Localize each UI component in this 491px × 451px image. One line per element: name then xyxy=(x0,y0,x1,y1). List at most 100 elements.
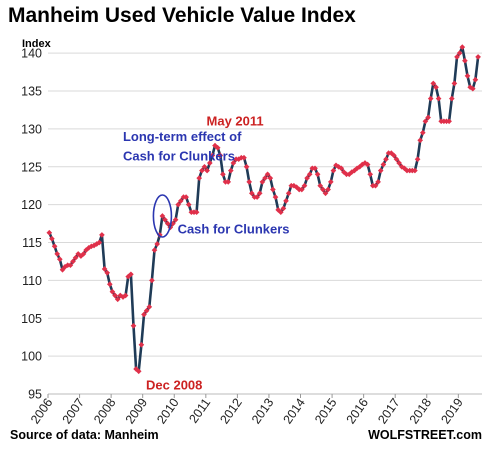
data-point xyxy=(435,95,442,102)
data-point xyxy=(301,182,308,189)
data-point xyxy=(138,341,145,348)
data-point xyxy=(254,194,260,200)
data-point xyxy=(462,57,468,64)
y-tick-label: 140 xyxy=(21,47,42,61)
data-point xyxy=(364,161,371,168)
data-point xyxy=(330,167,337,174)
data-point xyxy=(419,129,426,136)
data-point xyxy=(306,171,313,178)
data-point xyxy=(283,198,289,204)
x-tick-label: 2016 xyxy=(344,396,371,427)
data-point xyxy=(298,186,305,193)
data-point xyxy=(172,216,179,223)
data-point xyxy=(372,182,379,189)
data-point xyxy=(262,175,268,181)
data-point xyxy=(220,171,226,178)
data-point xyxy=(149,277,155,284)
data-point xyxy=(162,216,168,223)
data-point xyxy=(183,194,189,200)
data-point xyxy=(412,167,418,174)
data-point xyxy=(101,266,108,272)
data-point xyxy=(280,205,287,212)
data-point xyxy=(80,251,87,257)
data-point xyxy=(246,179,253,185)
data-point xyxy=(469,85,476,92)
data-point xyxy=(414,156,421,163)
data-point xyxy=(106,281,113,288)
data-point xyxy=(199,167,205,174)
data-point xyxy=(225,179,232,185)
source-note: Source of data: Manheim xyxy=(10,428,159,442)
data-point xyxy=(201,163,208,170)
data-point xyxy=(164,220,171,227)
y-tick-label: 130 xyxy=(21,122,42,136)
data-point xyxy=(214,144,221,151)
y-tick-label: 115 xyxy=(22,236,42,250)
data-point xyxy=(135,368,142,375)
data-point xyxy=(320,186,326,193)
data-point xyxy=(422,118,429,125)
data-point xyxy=(317,182,324,189)
data-point xyxy=(177,198,184,204)
y-axis-label: Index xyxy=(22,38,52,50)
data-point xyxy=(154,241,161,247)
data-point xyxy=(396,160,402,166)
data-point xyxy=(383,156,389,163)
x-tick-label: 2019 xyxy=(438,396,465,427)
data-point xyxy=(67,262,74,269)
x-tick-label: 2009 xyxy=(123,396,150,427)
x-tick-label: 2013 xyxy=(249,396,276,427)
data-point xyxy=(270,186,276,193)
data-point xyxy=(375,179,381,185)
data-point xyxy=(209,152,216,159)
x-tick-label: 2017 xyxy=(375,396,402,427)
y-tick-label: 135 xyxy=(21,85,42,99)
x-tick-label: 2011 xyxy=(186,396,213,426)
data-point xyxy=(159,213,166,219)
data-point xyxy=(112,292,118,299)
chart-title: Manheim Used Vehicle Value Index xyxy=(8,4,356,27)
data-point xyxy=(227,167,234,174)
data-point xyxy=(70,258,76,265)
data-point xyxy=(338,165,345,172)
x-tick-label: 2010 xyxy=(154,396,181,427)
data-point xyxy=(312,165,318,172)
x-tick-label: 2014 xyxy=(281,396,308,427)
data-point xyxy=(304,175,310,181)
data-point xyxy=(327,179,334,185)
y-tick-label: 105 xyxy=(21,312,42,326)
annotation-label: Long-term effect of xyxy=(123,129,242,144)
y-tick-label: 120 xyxy=(21,198,42,212)
data-series xyxy=(48,45,480,373)
data-point xyxy=(114,296,121,303)
data-point xyxy=(256,190,263,197)
data-point xyxy=(433,84,439,91)
data-point xyxy=(146,304,153,310)
data-point xyxy=(109,288,116,295)
data-point xyxy=(427,95,434,102)
data-point xyxy=(217,152,224,159)
data-point xyxy=(425,114,431,121)
data-point xyxy=(472,76,479,83)
data-point xyxy=(193,209,200,216)
data-point xyxy=(314,171,321,178)
annotation-label: May 2011 xyxy=(207,114,264,129)
data-point xyxy=(272,194,279,200)
data-point xyxy=(430,80,437,87)
data-point xyxy=(322,190,329,197)
highlight-ellipse xyxy=(152,194,173,238)
data-point xyxy=(151,247,158,253)
data-point xyxy=(143,307,150,314)
data-point xyxy=(206,160,213,166)
data-point xyxy=(204,167,210,174)
data-point xyxy=(267,175,274,181)
y-tick-label: 110 xyxy=(22,274,42,288)
data-point xyxy=(230,160,237,166)
data-point xyxy=(277,209,284,216)
data-point xyxy=(264,171,271,178)
data-point xyxy=(104,269,111,276)
data-point xyxy=(141,311,147,318)
brand-watermark: WOLFSTREET.com xyxy=(368,428,482,442)
